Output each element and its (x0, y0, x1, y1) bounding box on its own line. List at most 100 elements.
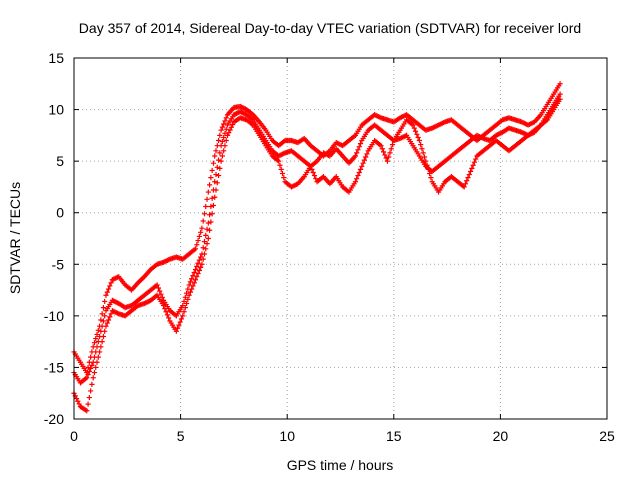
data-point-interp (279, 170, 286, 177)
y-tick-label: 10 (48, 102, 64, 118)
data-point-interp (194, 242, 200, 248)
data-point-interp (354, 150, 360, 156)
data-point-interp (419, 146, 425, 152)
data-point-interp (217, 165, 223, 171)
data-point-interp (418, 142, 424, 148)
data-point-interp (198, 264, 204, 270)
data-point-interp (214, 164, 220, 170)
data-point-interp (178, 316, 185, 322)
x-tick-label: 10 (279, 428, 295, 444)
data-point-interp (277, 162, 283, 168)
data-point-interp (208, 219, 214, 225)
data-point-interp (222, 143, 228, 149)
data-point-interp (383, 155, 389, 161)
y-tick-label: -15 (44, 359, 64, 375)
data-point-interp (424, 162, 430, 168)
data-point-interp (215, 137, 222, 144)
data-point-interp (420, 150, 426, 156)
data-point (218, 127, 224, 133)
data-point-interp (98, 317, 104, 323)
data-point-interp (155, 285, 162, 291)
y-tick-label: 5 (56, 153, 64, 169)
data-point (205, 189, 211, 195)
data-point (205, 220, 211, 226)
data-point-interp (190, 283, 196, 289)
data-point-interp (355, 147, 361, 153)
data-point-interp (85, 372, 91, 378)
data-point-interp (204, 226, 210, 232)
data-point-interp (210, 160, 217, 166)
data-point-interp (208, 203, 214, 210)
data-point-interp (175, 325, 181, 331)
data-point-interp (389, 142, 396, 148)
data-point-interp (203, 246, 209, 252)
data-point (192, 277, 199, 283)
data-point-interp (204, 241, 210, 247)
data-point-interp (85, 364, 91, 371)
data-point-interp (221, 121, 227, 127)
data-point-interp (209, 211, 215, 217)
x-axis-ticks: 0 5 10 15 20 25 (70, 58, 615, 444)
x-tick-label: 0 (70, 428, 78, 444)
data-point-interp (386, 154, 392, 160)
data-point (224, 132, 231, 138)
data-point-interp (363, 154, 369, 160)
data-point-interp (310, 169, 316, 176)
data-point-interp (464, 178, 470, 184)
data-point (308, 163, 314, 169)
data-point-interp (191, 280, 197, 286)
data-point-interp (219, 124, 225, 130)
chart-title: Day 357 of 2014, Sidereal Day-to-day VTE… (79, 20, 581, 36)
data-point-interp (425, 166, 431, 172)
data-point-interp (105, 286, 112, 292)
data-point-interp (102, 313, 108, 319)
data-point-interp (195, 270, 201, 277)
data-point-interp (380, 149, 387, 155)
data-point-interp (462, 181, 469, 187)
data-point-interp (223, 126, 229, 132)
data-point-interp (94, 359, 100, 365)
data-point-interp (195, 237, 201, 244)
data-point-interp (107, 283, 113, 289)
data-point-interp (200, 256, 206, 262)
data-point-interp (86, 394, 92, 401)
data-point (384, 158, 391, 164)
data-point-interp (201, 211, 208, 217)
data-point-interp (223, 137, 229, 144)
data-point-interp (281, 175, 287, 181)
data-point-interp (361, 157, 367, 163)
data-point-interp (166, 315, 172, 321)
data-point-interp (157, 288, 163, 294)
data-point-interp (411, 125, 417, 131)
data-point-interp (201, 251, 208, 257)
data-point-interp (354, 176, 360, 182)
data-point-interp (183, 300, 190, 307)
data-point-interp (471, 159, 477, 165)
data-point-interp (387, 150, 393, 156)
data-point-interp (100, 318, 107, 324)
data-point-interp (213, 171, 219, 178)
data-point (557, 81, 563, 87)
data-point-interp (158, 291, 164, 297)
data-point-interp (230, 122, 236, 128)
y-tick-label: 0 (56, 205, 64, 221)
y-tick-label: 15 (48, 50, 64, 66)
data-point (103, 323, 109, 329)
data-point-interp (194, 263, 200, 269)
data-point (359, 163, 365, 169)
data-point (557, 91, 563, 97)
data-point-interp (200, 245, 206, 251)
data-point-interp (470, 162, 476, 168)
data-point-interp (213, 148, 219, 154)
data-point-interp (108, 280, 114, 286)
data-point-interp (164, 312, 170, 318)
data-point-interp (206, 227, 213, 233)
data-point-interp (163, 309, 169, 315)
data-point-interp (95, 327, 101, 333)
data-point-interp (189, 276, 195, 282)
data-point (154, 282, 160, 288)
data-point-interp (76, 401, 82, 407)
x-tick-label: 15 (386, 428, 402, 444)
data-point-interp (98, 344, 104, 350)
data-point-interp (428, 175, 434, 181)
